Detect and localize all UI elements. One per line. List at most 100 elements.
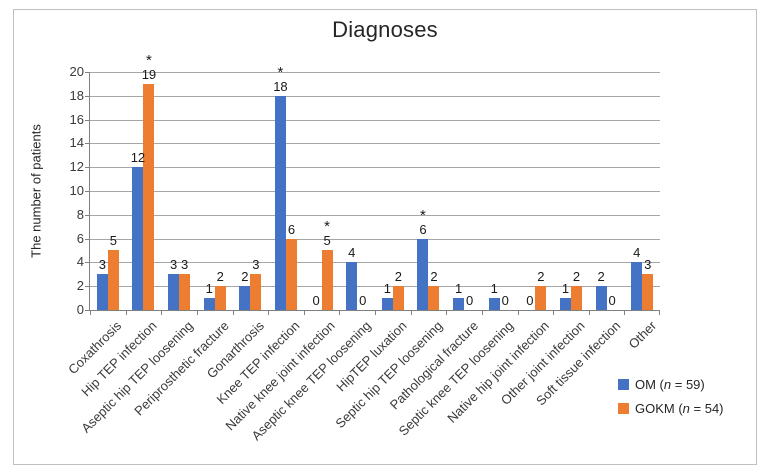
- x-tick-mark: [624, 311, 625, 315]
- gridline: [90, 72, 660, 73]
- y-tick-mark: [85, 119, 90, 121]
- y-tick-label: 18: [69, 87, 84, 103]
- gridline: [90, 238, 660, 240]
- bar-value-label: 6: [287, 222, 296, 237]
- bar-om: [595, 286, 607, 310]
- gridline: [90, 143, 660, 145]
- bar-value-label: 1: [454, 281, 463, 296]
- chart-title: Diagnoses: [332, 17, 438, 42]
- x-tick-mark: [197, 311, 198, 315]
- gridline: [90, 286, 660, 288]
- bar-om: [631, 262, 643, 310]
- significance-asterisk: *: [324, 218, 330, 235]
- x-tick-mark: [233, 311, 234, 315]
- legend-swatch-gokm: [618, 403, 629, 414]
- legend-item-om: OM (n = 59): [618, 377, 724, 392]
- legend-swatch-om: [618, 379, 629, 390]
- gridline: [90, 167, 660, 169]
- bar-value-label: 0: [608, 293, 616, 308]
- bar-gokm: [321, 250, 333, 310]
- significance-asterisk: *: [277, 64, 284, 81]
- bar-value-label: 4: [348, 245, 356, 260]
- significance-asterisk: *: [146, 52, 152, 69]
- bar-om: [132, 167, 144, 310]
- bar-value-label: 1: [561, 281, 570, 296]
- bar-gokm: [392, 286, 404, 310]
- legend-item-gokm: GOKM (n = 54): [618, 401, 724, 416]
- y-tick-label: 2: [76, 278, 84, 294]
- plot-area: 0 2 4 6 8 10 12 14 16 18 20 3 5 Coxathrosis 12 19 * Hip T…: [65, 52, 660, 443]
- y-tick-mark: [85, 191, 90, 192]
- bar-value-label: 2: [537, 269, 545, 284]
- gridline: [90, 214, 660, 216]
- bar-value-label: 5: [323, 233, 331, 248]
- x-tick-mark: [339, 311, 340, 315]
- y-tick-mark: [85, 262, 90, 264]
- bar-value-label: 0: [312, 293, 320, 308]
- bar-value-label: 1: [490, 281, 498, 296]
- bar-gokm: [285, 239, 297, 310]
- bar-gokm: [642, 274, 654, 310]
- bar-gokm: [535, 286, 547, 310]
- bar-gokm: [570, 286, 582, 310]
- x-tick-mark: [90, 311, 91, 315]
- x-tick-mark: [411, 311, 412, 315]
- bar-value-label: 6: [419, 222, 427, 237]
- y-tick-mark: [85, 72, 90, 73]
- bar-value-label: 5: [109, 233, 117, 248]
- bar-value-label: 4: [633, 245, 641, 260]
- bar-value-label: 3: [180, 257, 189, 272]
- bar-om: [381, 298, 393, 310]
- bar-value-label: 3: [644, 257, 652, 272]
- bar-value-label: 12: [130, 150, 146, 165]
- legend: OM (n = 59) GOKM (n = 54): [618, 377, 724, 416]
- y-tick-label: 14: [69, 135, 84, 151]
- bar-om: [168, 274, 180, 310]
- gridline: [90, 191, 660, 192]
- bar-gokm: [107, 250, 119, 310]
- x-tick-mark: [553, 311, 554, 315]
- bar-value-label: 1: [205, 281, 213, 296]
- bar-value-label: 2: [241, 269, 249, 284]
- gridline: [90, 262, 660, 264]
- y-tick-label: 8: [76, 206, 84, 222]
- bar-value-label: 2: [394, 269, 402, 284]
- bar-value-label: 0: [465, 293, 474, 308]
- bar-gokm: [214, 286, 226, 310]
- legend-label-gokm: GOKM (n = 54): [635, 401, 724, 416]
- bar-gokm: [143, 84, 155, 310]
- bar-om: [453, 298, 465, 310]
- x-tick-mark: [446, 311, 447, 315]
- bar-om: [559, 298, 571, 310]
- bar-om: [203, 298, 215, 310]
- y-tick-mark: [85, 310, 90, 311]
- x-tick-mark: [659, 311, 660, 315]
- y-tick-mark: [85, 286, 90, 288]
- bar-value-label: 2: [597, 269, 605, 284]
- y-tick-label: 16: [69, 111, 84, 127]
- x-tick-mark: [304, 311, 305, 315]
- y-tick-label: 10: [69, 183, 84, 198]
- y-axis: [89, 72, 90, 311]
- bar-value-label: 0: [359, 293, 367, 308]
- bar-value-label: 2: [572, 269, 581, 284]
- bar-gokm: [250, 274, 262, 310]
- x-tick-mark: [268, 311, 269, 315]
- bar-value-label: 2: [216, 269, 224, 284]
- bar-value-label: 18: [273, 79, 288, 94]
- bar-om: [346, 262, 358, 310]
- y-tick-label: 20: [69, 64, 84, 79]
- bar-om: [274, 96, 286, 310]
- x-tick-mark: [589, 311, 590, 315]
- bar-value-label: 19: [141, 67, 157, 82]
- bar-value-label: 3: [169, 257, 178, 272]
- bar-om: [96, 274, 108, 310]
- x-tick-mark: [375, 311, 376, 315]
- bar-om: [239, 286, 251, 310]
- significance-asterisk: *: [420, 207, 426, 224]
- x-tick-mark: [161, 311, 162, 315]
- bar-value-label: 3: [252, 257, 260, 272]
- y-axis-title: The number of patients: [28, 124, 44, 258]
- bar-gokm: [428, 286, 440, 310]
